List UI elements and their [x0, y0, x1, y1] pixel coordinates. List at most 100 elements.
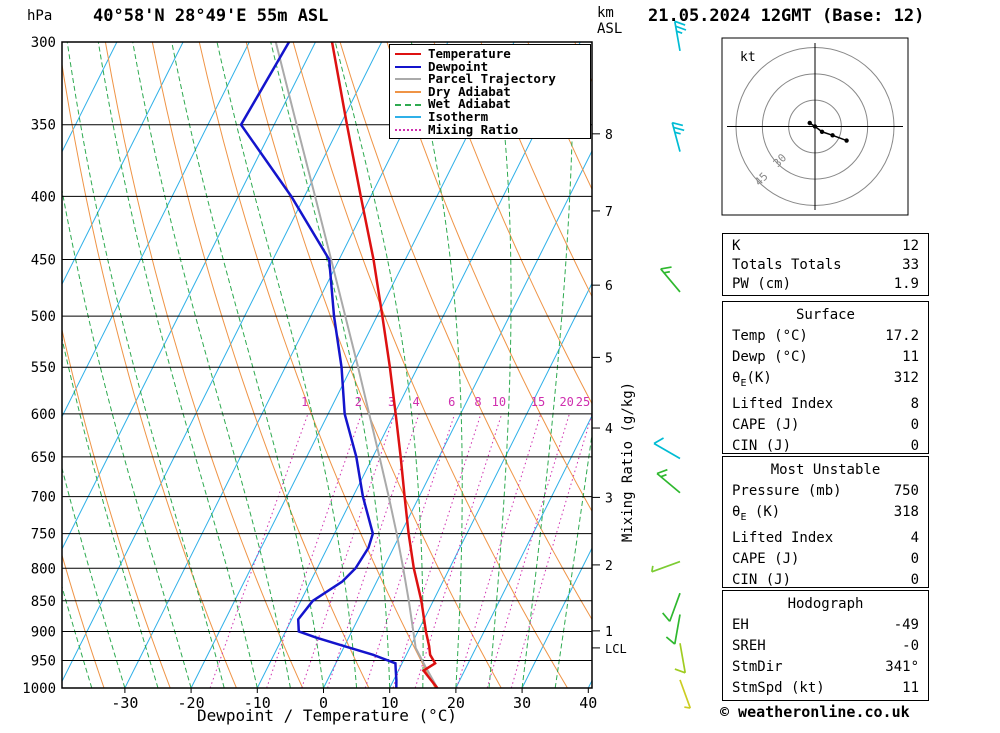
row-label: Temp (°C): [732, 328, 808, 344]
row-value: 318: [893, 504, 919, 520]
hodograph-unit-label: kt: [740, 50, 756, 65]
isotherm-lines: [62, 42, 592, 688]
table-row: Temp (°C) 17.2: [723, 326, 928, 347]
mixing-ratio-value-label: 10: [492, 395, 506, 409]
row-label: CIN (J): [732, 437, 792, 454]
row-value: 1.9: [893, 276, 919, 292]
table-row: K 12: [723, 237, 928, 256]
temp-tick-label: 40: [579, 694, 597, 712]
row-label: EH: [732, 617, 749, 633]
legend-label: Dry Adiabat: [428, 83, 511, 99]
row-value: 11: [902, 349, 919, 365]
legend-line-sample: [395, 78, 421, 81]
km-tick-label: 8: [605, 128, 613, 143]
mixing-ratio-value-label: 6: [448, 395, 455, 409]
row-label: CAPE (J): [732, 550, 800, 567]
km-tick-label: 5: [605, 351, 613, 366]
table-row: StmSpd (kt) 11: [723, 678, 928, 699]
km-label: km: [597, 5, 614, 21]
wind-barb: [673, 20, 687, 52]
datetime-title: 21.05.2024 12GMT (Base: 12): [648, 6, 925, 26]
station-title: 40°58'N 28°49'E 55m ASL: [93, 6, 329, 26]
pressure-tick-label: 600: [31, 407, 56, 423]
table-row: StmDir 341°: [723, 657, 928, 678]
mixing-ratio-value-label: 2: [355, 395, 362, 409]
pressure-tick-label: 500: [31, 309, 56, 325]
row-label: Lifted Index: [732, 529, 834, 546]
pressure-tick-label: 350: [31, 118, 56, 134]
row-value: -49: [893, 617, 919, 633]
dewpoint-curve: [239, 42, 398, 688]
km-tick-label: 6: [605, 279, 613, 294]
hodograph-trace-point: [819, 129, 825, 134]
legend-item: Wet Adiabat: [395, 98, 590, 111]
legend-item: Mixing Ratio: [395, 121, 590, 137]
temp-tick-label: -30: [111, 694, 138, 712]
km-tick-label: 1: [605, 625, 613, 640]
temp-tick-label: -10: [244, 694, 271, 712]
table-title: Most Unstable: [770, 462, 881, 478]
legend-line-sample: [395, 128, 421, 131]
row-label: CIN (J): [732, 571, 792, 588]
wind-barb: [674, 643, 687, 674]
hodograph-trace-point: [812, 124, 818, 129]
pressure-tick-label: 800: [31, 561, 56, 577]
legend-label: Wet Adiabat: [428, 96, 511, 112]
temp-tick-label: 20: [447, 694, 465, 712]
stats-box-indices: K 12 Totals Totals 33 PW (cm) 1.9: [722, 233, 929, 296]
legend-label: Mixing Ratio: [428, 121, 519, 137]
temp-tick-label: 30: [513, 694, 531, 712]
table-row: θE(K) 312: [723, 368, 928, 394]
stats-box-hodograph: Hodograph EH -49 SREH -0 StmDir 341° StmSpd (kt…: [722, 590, 929, 701]
sounding-curves: [239, 42, 439, 688]
legend-line-sample: [395, 116, 421, 119]
temperature-curve: [330, 42, 439, 688]
copyright: © weatheronline.co.uk: [720, 703, 910, 721]
pressure-tick-label: 550: [31, 360, 56, 376]
table-row: EH -49: [723, 615, 928, 636]
row-label: CAPE (J): [732, 416, 800, 433]
row-value: 12: [902, 238, 919, 254]
wind-barb: [665, 614, 681, 645]
hodograph-trace-point: [844, 138, 849, 143]
wind-barb: [656, 468, 681, 494]
stats-box-surface: Surface Temp (°C) 17.2 Dewp (°C) 11 θE(K) 312 L…: [722, 301, 929, 454]
table-row: CAPE (J) 0: [723, 549, 928, 570]
table-row: Pressure (mb) 750: [723, 481, 928, 502]
pressure-tick-label: 1000: [22, 681, 56, 697]
temp-tick-label: 10: [381, 694, 399, 712]
km-tick-label: 2: [605, 559, 613, 574]
mixing-ratio-value-label: 20: [559, 395, 573, 409]
row-label: Dewp (°C): [732, 349, 808, 365]
pressure-tick-label: 700: [31, 490, 56, 506]
hodograph-trace-point: [830, 133, 835, 138]
mixing-ratio-value-label: 25: [576, 395, 590, 409]
row-value: -0: [902, 638, 919, 654]
wind-barb: [650, 560, 681, 573]
wind-barb: [679, 679, 692, 709]
lcl-label: LCL: [605, 642, 627, 656]
row-label: Totals Totals: [732, 257, 842, 273]
pressure-tick-label: 400: [31, 189, 56, 205]
pressure-tick-label: 650: [31, 450, 56, 466]
legend-line-sample: [395, 91, 421, 94]
stats-box-most-unstable: Most Unstable Pressure (mb) 750 θE (K) 318 Li…: [722, 456, 929, 588]
row-label: PW (cm): [732, 276, 792, 292]
legend-label: Dewpoint: [428, 58, 489, 74]
mixing-ratio-value-label: 1: [301, 395, 308, 409]
table-row: Dewp (°C) 11: [723, 347, 928, 368]
legend-item: Parcel Trajectory: [395, 73, 590, 86]
row-label: θE (K): [732, 504, 781, 523]
row-value: 312: [893, 370, 919, 386]
wind-barb: [660, 266, 681, 293]
row-label: Pressure (mb): [732, 483, 842, 499]
table-row: Lifted Index 4: [723, 528, 928, 549]
table-row: Lifted Index 8: [723, 394, 928, 415]
table-title: Surface: [795, 307, 855, 323]
wind-barb: [653, 437, 681, 460]
parcel-trajectory-curve: [274, 42, 439, 688]
pressure-tick-label: 450: [31, 253, 56, 269]
mixing-ratio-value-label: 8: [474, 395, 481, 409]
wind-barb: [671, 121, 685, 152]
